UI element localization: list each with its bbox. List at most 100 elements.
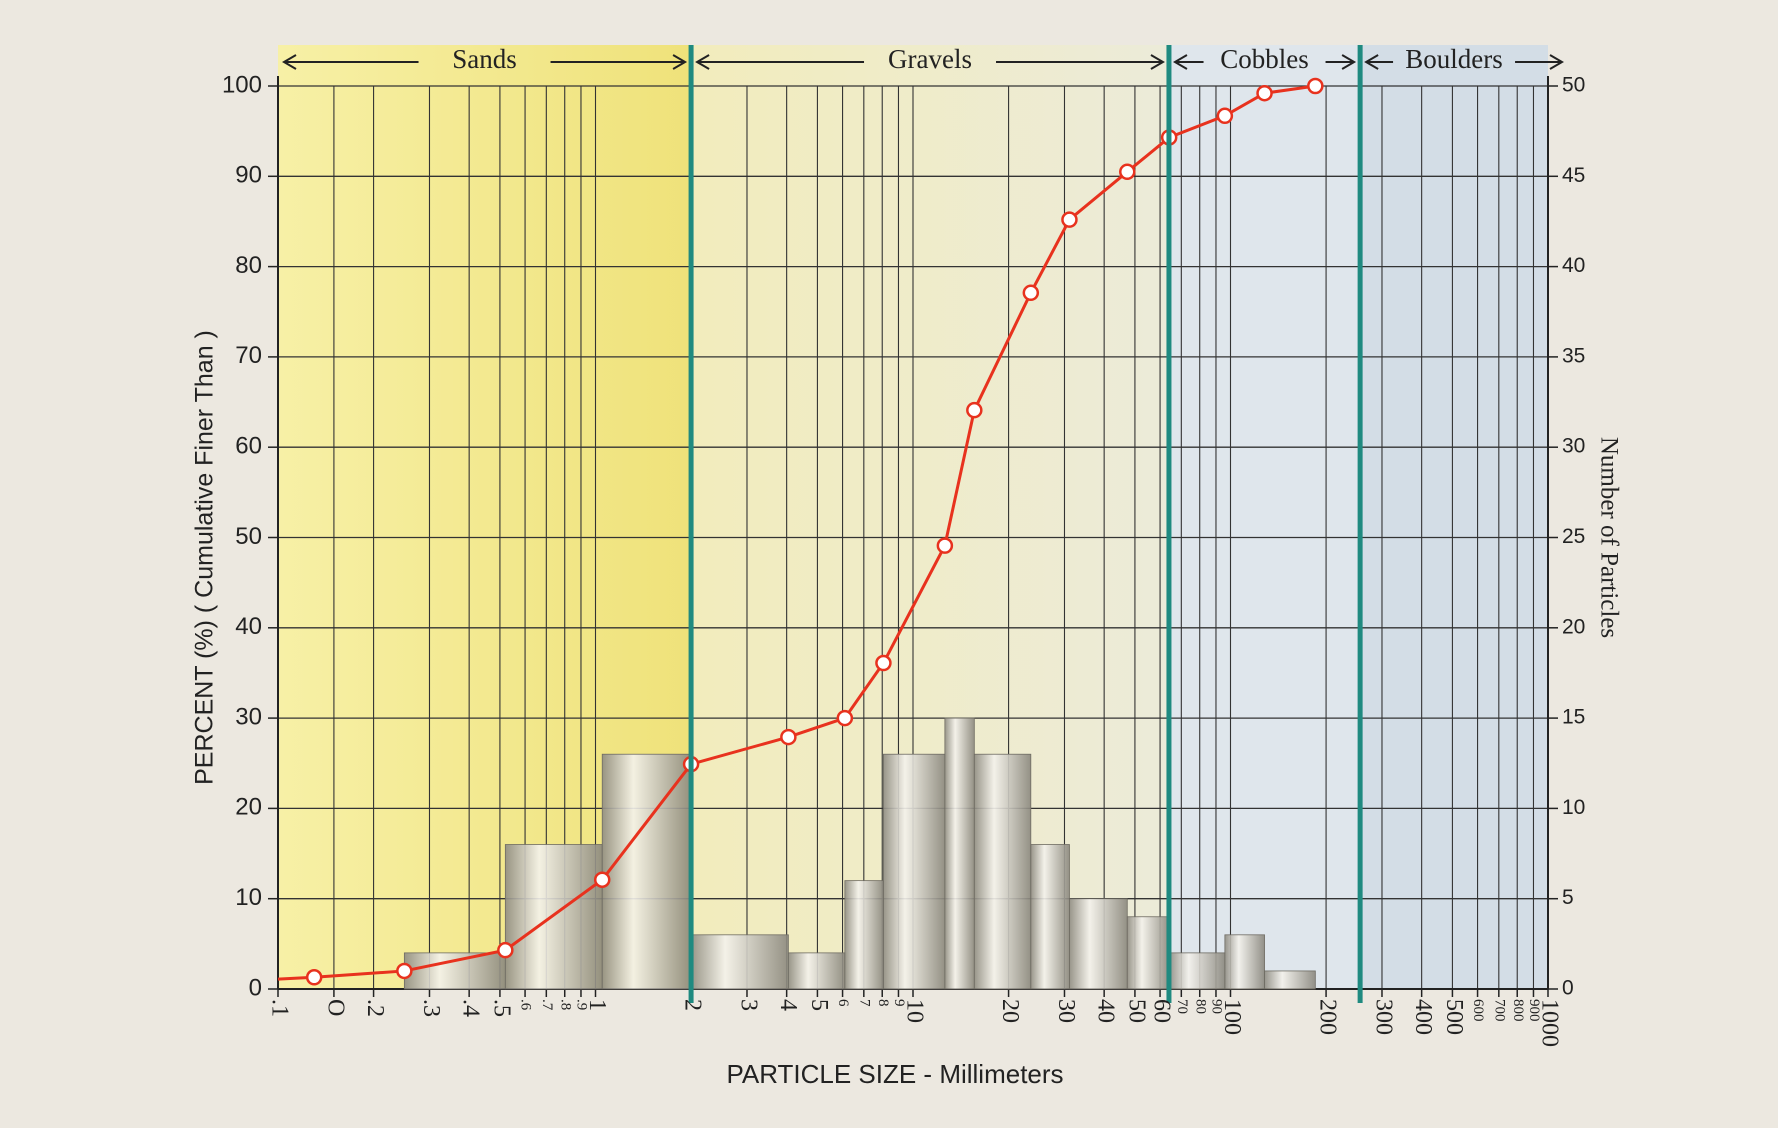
bar [1224, 934, 1265, 990]
point [1061, 211, 1078, 228]
y-tick-label: 70 [235, 342, 262, 369]
point [1256, 84, 1273, 102]
point [780, 728, 797, 746]
point [1022, 284, 1040, 302]
y-tick-label: 30 [235, 703, 262, 730]
x-tick-label: 4 [775, 999, 801, 1011]
y-axis-label: PERCENT (%) ( Cumulative Finer Than ) [191, 330, 219, 785]
x-tick-label: 100 [1219, 999, 1245, 1035]
bar [690, 934, 789, 990]
arrow-head [672, 54, 688, 70]
zone-label: Cobbles [1220, 44, 1309, 74]
y2-tick-label: 10 [1562, 796, 1585, 819]
bar [944, 717, 975, 990]
x-tick-label: 1000 [1536, 999, 1562, 1047]
x-tick-label: .3 [418, 999, 444, 1017]
x-tick-label: .5 [488, 999, 514, 1017]
point [593, 871, 611, 888]
y-tick-label: 60 [235, 433, 262, 460]
bar [403, 952, 506, 990]
point [875, 654, 892, 672]
x-tick-label: 60 [1149, 999, 1175, 1023]
y2-tick-label: 45 [1562, 164, 1585, 187]
x-tick-label: 50 [1123, 999, 1149, 1023]
point [966, 401, 983, 419]
y2-tick-label: 40 [1562, 254, 1585, 277]
y2-tick-label: 35 [1562, 344, 1585, 367]
x-tick-label: 90 [1209, 999, 1225, 1014]
x-tick-label: 300 [1370, 999, 1396, 1035]
arrow-head [1172, 54, 1188, 70]
bar [601, 753, 692, 990]
y2-tick-label: 30 [1562, 435, 1585, 458]
x-tick-label: 1 [584, 999, 610, 1011]
x-tick-label: 5 [806, 999, 832, 1011]
x-tick-label: .7 [539, 999, 555, 1011]
x-tick-label: 800 [1510, 999, 1526, 1022]
x-tick-label: 500 [1441, 999, 1467, 1035]
y-tick-label: 10 [235, 884, 262, 911]
x-tick-label: .9 [574, 999, 590, 1010]
arrow-head [1150, 54, 1165, 70]
arrow-head [1364, 54, 1379, 70]
point [1307, 77, 1324, 95]
x-tick-label: 6 [835, 999, 851, 1007]
bar [1126, 916, 1170, 990]
zone-label: Boulders [1405, 44, 1503, 74]
arrow-head [282, 54, 297, 70]
bar [844, 880, 884, 990]
bar [1069, 898, 1128, 990]
x-tick-label: .2 [362, 999, 388, 1017]
x-axis-label: PARTICLE SIZE - Millimeters [726, 1059, 1063, 1089]
x-tick-label: O [322, 999, 348, 1016]
x-tick-label: 400 [1410, 999, 1436, 1035]
point [836, 709, 854, 727]
zone-background [1168, 45, 1361, 989]
bar [883, 753, 946, 990]
y2-axis-label: Number of Particles [1595, 437, 1622, 638]
bar [1168, 952, 1226, 990]
arrow-head [1341, 54, 1357, 70]
x-tick-label: 10 [901, 999, 927, 1023]
x-tick-label: 7 [856, 999, 872, 1007]
x-tick-label: 8 [875, 999, 891, 1007]
y-tick-label: 50 [235, 523, 262, 550]
x-tick-label: .4 [458, 999, 484, 1017]
y-tick-label: 0 [249, 974, 262, 1001]
cumulative-line [277, 84, 1316, 981]
arrow-head [1549, 54, 1564, 70]
y-tick-label: 90 [235, 162, 262, 189]
bar [1030, 844, 1070, 990]
y2-tick-label: 20 [1562, 615, 1585, 638]
x-tick-label: 200 [1315, 999, 1341, 1035]
bar [973, 753, 1032, 990]
marks [277, 45, 1363, 1003]
x-tick-label: 9 [891, 999, 907, 1007]
x-tick-label: .8 [557, 999, 573, 1010]
x-tick-label: 20 [997, 999, 1023, 1023]
y2-tick-label: 25 [1562, 525, 1585, 548]
x-tick-label: 80 [1192, 999, 1208, 1014]
arrow-head [695, 54, 710, 70]
bar [1264, 970, 1316, 990]
x-tick-label: 900 [1526, 999, 1542, 1022]
x-tick-label: 2 [680, 999, 706, 1011]
x-tick-label: 700 [1491, 999, 1507, 1022]
x-tick-label: 3 [735, 999, 761, 1011]
y2-tick-label: 5 [1562, 886, 1574, 909]
point [1119, 163, 1136, 181]
y2-tick-label: 15 [1562, 706, 1585, 729]
y-tick-label: 40 [235, 613, 262, 640]
zone-label: Sands [452, 44, 517, 74]
point [497, 941, 514, 959]
zone-label: Gravels [888, 44, 972, 74]
point [936, 537, 954, 554]
point [1216, 107, 1234, 125]
x-tick-label: .6 [518, 999, 534, 1011]
point [305, 969, 323, 986]
x-tick-label: 600 [1470, 999, 1486, 1022]
y-tick-label: 20 [235, 794, 262, 821]
x-tick-label: 70 [1174, 999, 1190, 1014]
